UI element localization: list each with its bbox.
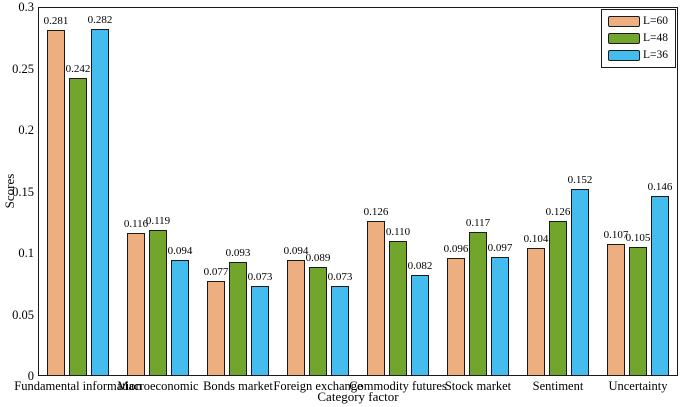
bar-L=48-3 [229, 261, 247, 376]
bar-value-label: 0.105 [625, 231, 651, 244]
legend-label: L=60 [642, 15, 668, 27]
x-axis-label: Category factor [317, 389, 399, 404]
y-tick-label: 0.2 [18, 123, 34, 137]
y-tick-label: 0.3 [18, 0, 34, 14]
x-tick-label: Uncertainty [608, 379, 668, 393]
bar-value-label: 0.242 [65, 63, 91, 76]
bar-L=60-4 [287, 260, 305, 376]
bar-value-label: 0.116 [123, 218, 149, 231]
legend: L=60 L=48 L=36 [600, 9, 676, 68]
bar-L=36-4 [331, 286, 349, 376]
bar-value-label: 0.281 [43, 15, 69, 28]
bar-L=36-2 [171, 260, 189, 376]
x-tick-label: Bonds market [203, 379, 273, 393]
x-tick-label: Foreign exchange [273, 379, 363, 393]
x-tick-label: Fundamental information [14, 379, 142, 393]
bar-value-label: 0.146 [647, 181, 673, 194]
bar-L=36-8 [651, 196, 669, 376]
x-tick-label: Stock market [444, 379, 512, 393]
x-tick-label: Commodity futures [349, 379, 447, 393]
bar-value-label: 0.107 [603, 229, 629, 242]
bar-value-label: 0.117 [465, 217, 491, 230]
bar-L=48-2 [149, 229, 167, 376]
bar-value-label: 0.110 [385, 225, 411, 238]
bar-value-label: 0.073 [327, 271, 353, 284]
legend-item: L=48 [607, 32, 668, 45]
legend-swatch [607, 16, 640, 27]
bar-L=36-5 [411, 275, 429, 376]
bar-value-label: 0.126 [545, 206, 571, 219]
bar-value-label: 0.282 [87, 14, 113, 27]
bar-value-label: 0.152 [567, 174, 593, 187]
y-tick-label: 0.05 [12, 307, 34, 322]
x-tick-label: Macroeconomic [117, 379, 199, 393]
bar-L=48-5 [389, 240, 407, 376]
y-tick-label: 0 [27, 369, 34, 383]
bar-L=48-6 [469, 232, 487, 376]
legend-swatch [607, 33, 640, 44]
bar-L=60-7 [527, 248, 545, 376]
bar-L=60-1 [47, 30, 65, 376]
bar-value-label: 0.097 [487, 241, 513, 254]
bar-L=36-6 [491, 256, 509, 376]
bar-L=60-6 [447, 257, 465, 376]
bar-value-label: 0.119 [145, 214, 171, 227]
bar-value-label: 0.093 [225, 246, 251, 259]
bar-L=60-8 [607, 244, 625, 376]
legend-label: L=36 [642, 49, 668, 61]
bar-L=36-7 [571, 189, 589, 376]
y-tick-label: 0.15 [12, 184, 34, 199]
legend-swatch [607, 50, 640, 61]
x-tick-label: Sentiment [532, 379, 584, 393]
bar-L=48-1 [69, 78, 87, 376]
bar-value-label: 0.094 [283, 245, 309, 258]
bar-value-label: 0.082 [407, 260, 433, 273]
y-tick-label: 0.25 [12, 61, 34, 76]
bar-value-label: 0.126 [363, 206, 389, 219]
bar-L=60-2 [127, 233, 145, 376]
bar-L=48-4 [309, 266, 327, 376]
bar-L=36-3 [251, 286, 269, 376]
bar-L=48-7 [549, 221, 567, 376]
bar-value-label: 0.096 [443, 242, 469, 255]
bar-value-label: 0.094 [167, 245, 193, 258]
legend-item: L=36 [607, 49, 668, 62]
bar-L=60-3 [207, 281, 225, 376]
bar-L=60-5 [367, 221, 385, 376]
bar-value-label: 0.077 [203, 266, 229, 279]
bar-L=48-8 [629, 246, 647, 376]
y-tick-label: 0.1 [18, 246, 34, 260]
bar-value-label: 0.073 [247, 271, 273, 284]
bar-value-label: 0.089 [305, 251, 331, 264]
bar-L=36-1 [91, 29, 109, 376]
bar-value-label: 0.104 [523, 233, 549, 246]
legend-item: L=60 [607, 15, 668, 28]
legend-label: L=48 [642, 32, 668, 44]
